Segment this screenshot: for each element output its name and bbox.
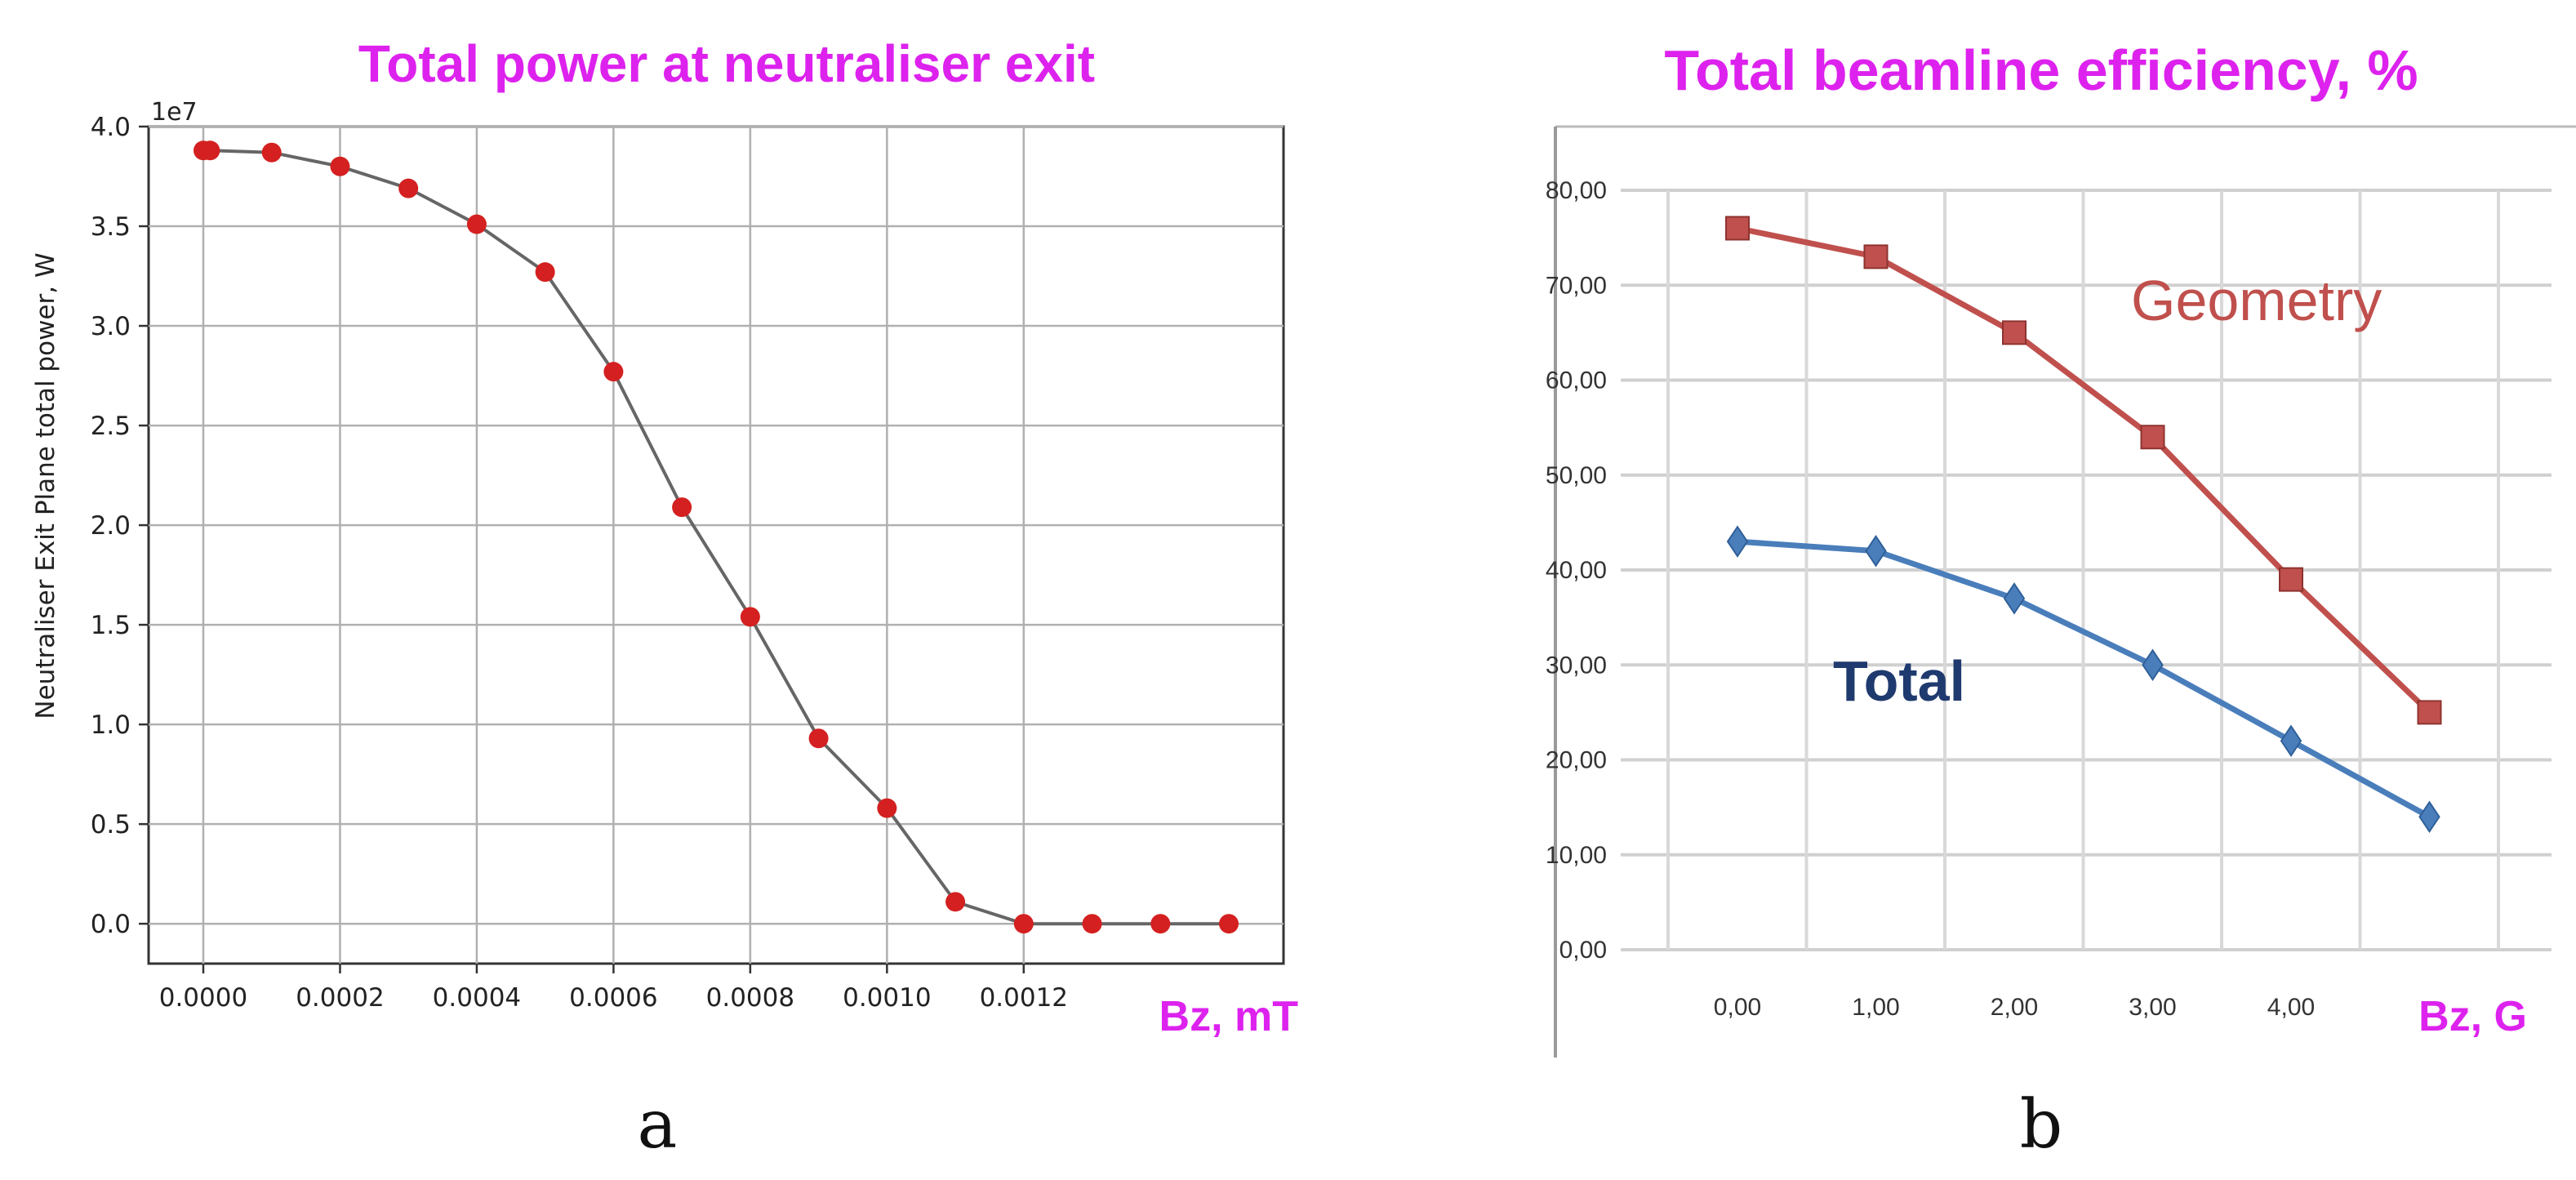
chart-b-y-tick-label: 10,00 [1546,842,1607,869]
chart-b-total-marker [1865,534,1887,568]
chart-b-total-marker [2418,800,2440,834]
chart-b-geometry-marker [2002,320,2027,345]
chart-a-y-tick-label: 0.0 [91,910,131,939]
chart-a-y-tick-label: 3.0 [91,312,131,341]
panel-a: Total power at neutraliser exit 0.0000 0.… [31,34,1298,1164]
chart-a-data-point [330,156,350,176]
chart-b-gridlines [1621,189,2552,951]
chart-a-x-axis-title: Bz, mT [1159,993,1299,1040]
chart-b-x-tick-label: 4,00 [2267,994,2315,1021]
chart-a-y-axis-title: Neutraliser Exit Plane total power, W [31,252,60,719]
chart-a-y-tick-label: 1.5 [91,611,131,640]
chart-b-y-tick-label: 40,00 [1546,557,1607,584]
chart-b-series-lines [1737,225,2431,820]
chart-a-y-tick-label: 2.0 [91,511,131,541]
chart-a-y-tick-label: 4.0 [91,113,131,142]
chart-a-data-point [1013,914,1034,934]
chart-b-x-tick-label: 3,00 [2129,994,2176,1021]
chart-a-data-point [1082,914,1102,934]
chart-b-series-path [1737,225,2431,715]
chart-a-data-point [261,142,282,163]
chart-b-total-marker [2003,582,2026,615]
chart-a-data-point [877,798,897,818]
chart-a-title: Total power at neutraliser exit [358,34,1095,93]
chart-a-y-tick-label: 3.5 [91,212,131,242]
chart-b-geometry-marker [2279,567,2303,592]
chart-a-x-tick-label: 0.0002 [296,983,384,1013]
chart-a-y-tick-labels: 0.0 0.5 1.0 1.5 2.0 2.5 3.0 3.5 4.0 [91,113,131,939]
chart-b-y-tick-label: 30,00 [1546,652,1607,679]
chart-a-x-tick-label: 0.0000 [159,983,247,1013]
chart-a-x-tick-label: 0.0006 [569,983,657,1013]
panel-b: Total beamline efficiency, % 0,00 1,00 2,0… [1546,38,2576,1164]
chart-b-x-tick-label: 1,00 [1852,994,1899,1021]
chart-b-y-tick-labels: 0,00 10,00 20,00 30,00 40,00 50,00 60,00 70,00 8… [1546,177,1607,964]
chart-a-y-tick-label: 1.0 [91,710,131,740]
chart-b-panel-label: b [2020,1086,2063,1164]
chart-b-x-tick-labels: 0,00 1,00 2,00 3,00 4,00 [1714,994,2315,1021]
chart-a-data-point [466,214,487,234]
chart-b-total-marker [2280,724,2302,758]
chart-b-y-tick-label: 20,00 [1546,747,1607,774]
chart-a-data-point [1219,914,1239,934]
chart-a-y-tick-label: 2.5 [91,412,131,441]
chart-a-data-point [535,262,555,283]
chart-b-geometry-marker [2417,700,2442,725]
chart-b-x-tick-label: 0,00 [1714,994,1761,1021]
chart-a-panel-label: a [638,1086,678,1164]
chart-b-x-tick-label: 2,00 [1991,994,2038,1021]
chart-b-geometry-marker [1863,244,1889,269]
chart-b-y-tick-label: 70,00 [1546,272,1607,299]
chart-a-x-tick-label: 0.0004 [433,983,521,1013]
chart-a-data-point [945,892,966,912]
chart-a-data-points [193,140,1239,934]
chart-b-geometry-marker [2140,425,2165,450]
chart-b-series-path [1737,538,2431,820]
chart-b-geometry-marker [1725,216,1750,241]
chart-a-y-tick-label: 0.5 [91,810,131,839]
chart-a-data-point [672,497,692,518]
chart-b-y-tick-label: 80,00 [1546,177,1607,204]
chart-a-gridlines [139,125,1284,973]
chart-a-data-point [603,362,624,382]
chart-a-data-point [808,728,829,749]
chart-a-x-tick-label: 0.0008 [706,983,794,1013]
chart-b-total-marker [1726,525,1749,558]
chart-b-y-tick-label: 60,00 [1546,367,1607,394]
chart-b-title: Total beamline efficiency, % [1664,38,2418,102]
chart-a-y-offset-label: 1e7 [151,98,198,127]
chart-b-total-marker [2142,648,2164,682]
chart-a-data-point [1150,914,1171,934]
chart-b-series-label-total: Total [1833,649,1965,713]
chart-b-series-label-geometry: Geometry [2131,269,2382,332]
chart-a-x-tick-label: 0.0010 [843,983,931,1013]
chart-a-x-tick-labels: 0.0000 0.0002 0.0004 0.0006 0.0008 0.0010 0.00… [159,983,1068,1013]
chart-a-plot-frame [147,125,1285,965]
chart-a-data-point [740,607,760,627]
chart-a-data-point [398,178,419,198]
chart-a-data-point [200,140,220,161]
chart-b-y-tick-label: 0,00 [1559,937,1607,964]
chart-a-x-tick-label: 0.0012 [980,983,1068,1013]
chart-b-y-tick-label: 50,00 [1546,462,1607,489]
chart-b-data-points [1725,216,2442,834]
chart-b-x-axis-title: Bz, G [2418,993,2527,1040]
